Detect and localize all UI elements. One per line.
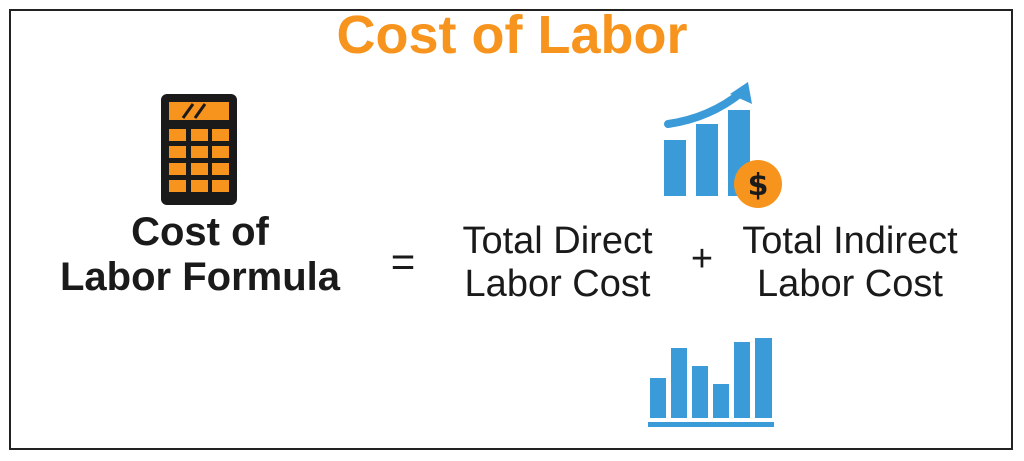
dollar-sign: $	[748, 168, 769, 203]
bar-chart-icon	[648, 338, 774, 427]
page-title: Cost of Labor	[336, 5, 688, 65]
term-indirect-line2: Labor Cost	[757, 262, 943, 305]
calculator-icon	[161, 94, 237, 205]
formula-lhs: Cost of Labor Formula	[20, 210, 380, 300]
term-direct-line1: Total Direct	[462, 220, 653, 262]
formula-term-direct: Total Direct Labor Cost	[440, 220, 675, 305]
equals-sign: =	[390, 238, 416, 285]
plus-sign: +	[690, 238, 714, 280]
term-direct-line2: Labor Cost	[464, 262, 651, 305]
term-indirect-line1: Total Indirect	[742, 220, 958, 262]
diagram-frame	[9, 9, 1013, 450]
formula-lhs-line2: Labor Formula	[59, 254, 341, 299]
formula-term-indirect: Total Indirect Labor Cost	[722, 220, 978, 305]
formula-lhs-line1: Cost of	[131, 210, 269, 254]
growth-chart-dollar-icon: $	[664, 82, 782, 208]
